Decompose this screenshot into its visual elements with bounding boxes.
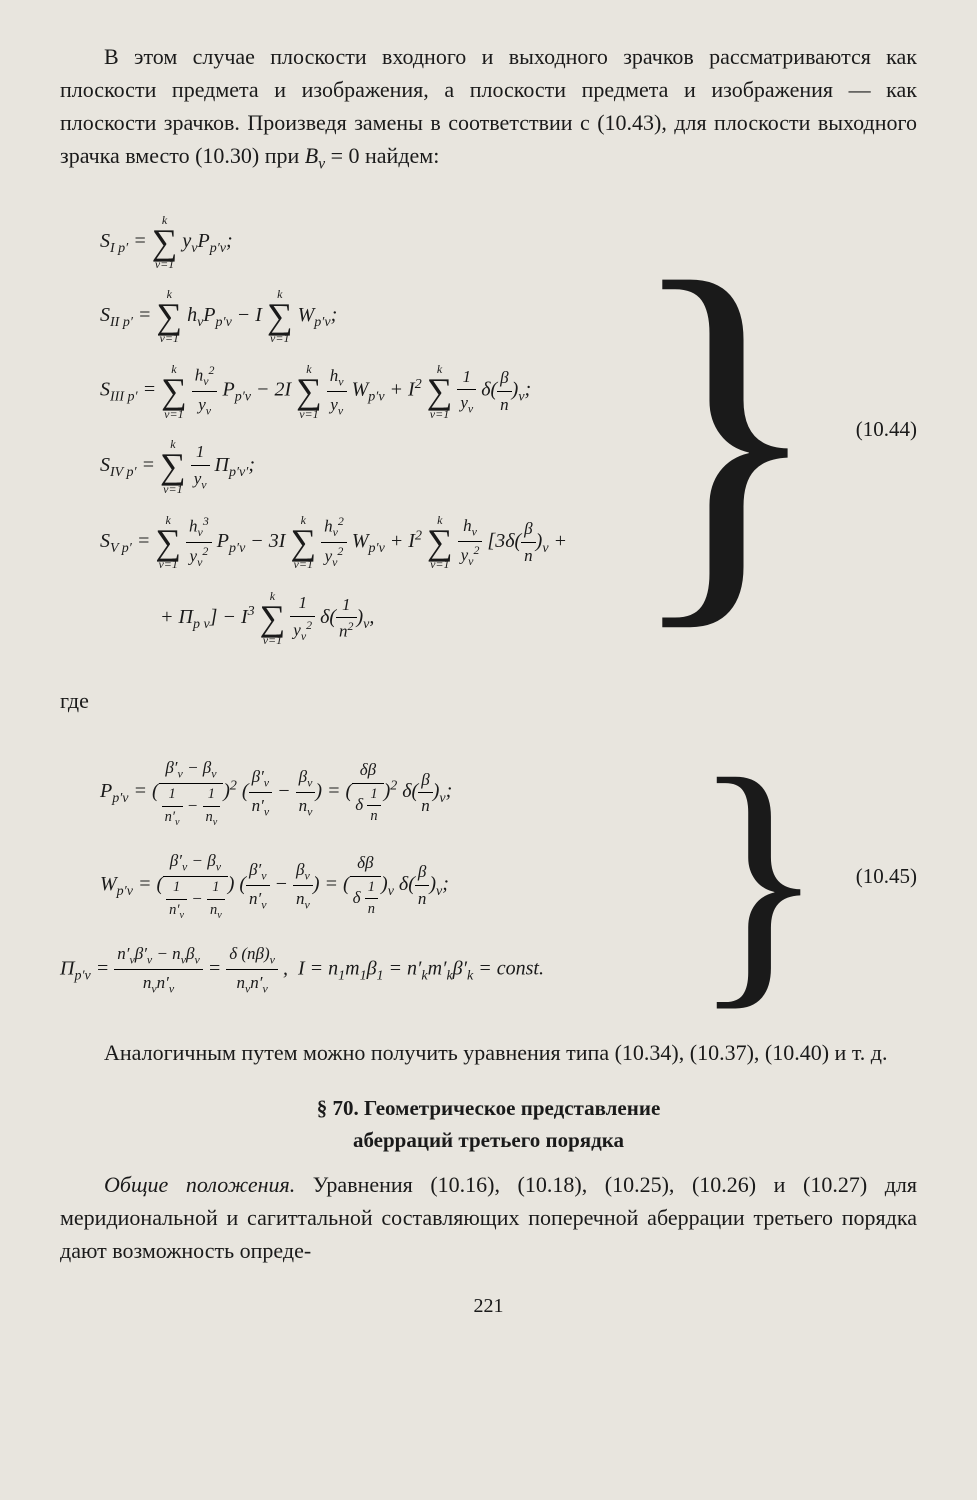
eq-s3: SIII p′ = k∑v=1 hv2yv Pp′v − 2I k∑v=1 hv… <box>100 362 614 420</box>
equation-block-10-45: Pp′v = (β′v − βv1n′v − 1nv)2 (β′vn′v − β… <box>60 737 917 1016</box>
eq-s4: SIV p′ = k∑v=1 1yv Πp′v′; <box>100 438 614 494</box>
eq-p: Pp′v = (β′v − βv1n′v − 1nv)2 (β′vn′v − β… <box>100 755 681 830</box>
section-title-line2: аберраций третьего порядка <box>353 1128 624 1152</box>
eq-s1: SI p′ = k∑v=1 yvPp′v; <box>100 214 614 270</box>
subsection-label: Общие положения. <box>104 1172 295 1197</box>
eq-pi: Πp′v = n′vβ′v − nvβvnvn′v = δ (nβ)vnvn′v… <box>60 941 681 999</box>
closing-paragraph: Аналогичным путем можно получить уравнен… <box>60 1036 917 1069</box>
page-number: 221 <box>60 1291 917 1321</box>
big-brace-44: } <box>624 262 826 598</box>
big-brace-45: } <box>691 765 825 989</box>
section-70-title: § 70. Геометрическое представление аберр… <box>60 1093 917 1156</box>
section-title-line1: § 70. Геометрическое представление <box>317 1096 661 1120</box>
eq-s5-cont: + Πp v] − I3 k∑v=1 1yv2 δ(1n2)v, <box>100 590 614 646</box>
eq-number-44: (10.44) <box>856 414 917 446</box>
section-body-paragraph: Общие положения. Уравнения (10.16), (10.… <box>60 1168 917 1267</box>
eq-s5: SV p′ = k∑v=1 hv3yv2 Pp′v − 3I k∑v=1 hv2… <box>100 513 614 572</box>
eq-s2: SII p′ = k∑v=1 hvPp′v − I k∑v=1 Wp′v; <box>100 288 614 344</box>
where-label: где <box>60 684 917 717</box>
eq-w: Wp′v = (β′v − βv1n′v − 1nv) (β′vn′v − βv… <box>100 848 681 923</box>
intro-paragraph: В этом случае плоскости входного и выход… <box>60 40 917 176</box>
equation-block-10-44: SI p′ = k∑v=1 yvPp′v; SII p′ = k∑v=1 hvP… <box>60 196 917 665</box>
eq-number-45: (10.45) <box>856 861 917 893</box>
